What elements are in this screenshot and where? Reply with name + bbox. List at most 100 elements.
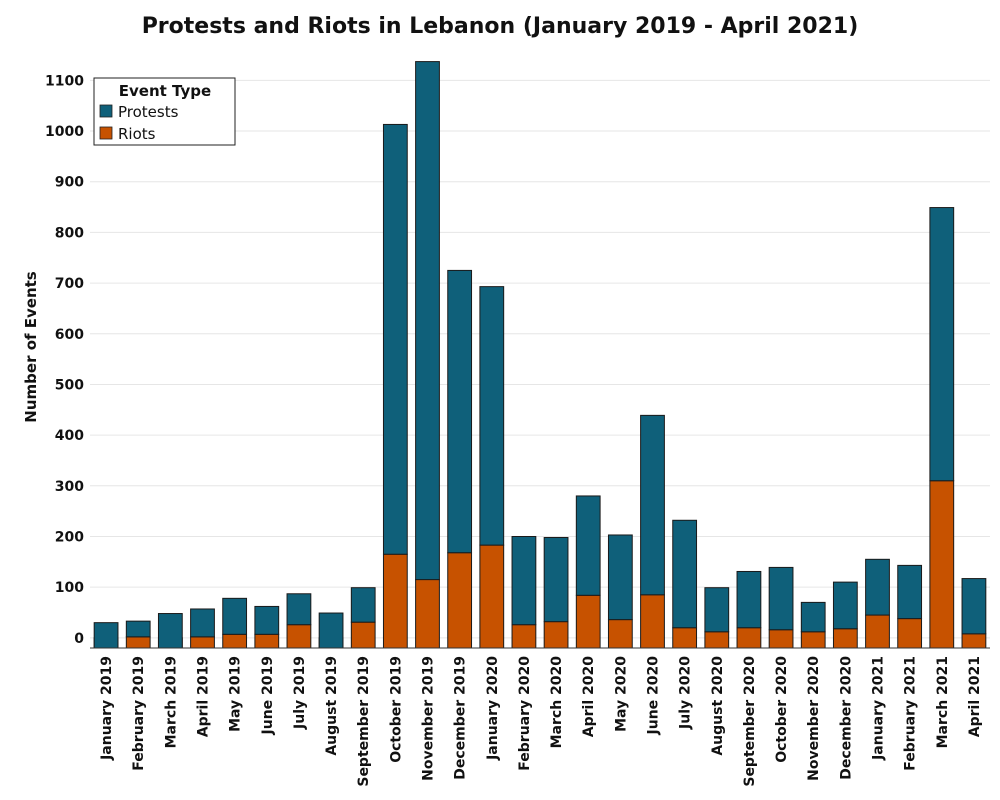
bar-riots: [479, 544, 505, 649]
y-tick-label: 700: [55, 276, 84, 292]
x-tick-label: January 2019: [99, 656, 115, 761]
bar-riots: [415, 579, 440, 649]
bar-protests: [640, 414, 665, 596]
x-tick-label: October 2019: [388, 656, 404, 763]
y-tick-label: 600: [55, 327, 84, 343]
bar-protests: [832, 581, 858, 630]
bar-protests: [929, 207, 955, 482]
y-tick-label: 0: [74, 631, 84, 647]
y-axis-ticks: 0 100 200 300 400 500 600 700 800 900 1000 1100: [45, 73, 84, 647]
bar-protests: [672, 519, 698, 629]
y-tick-label: 400: [55, 428, 84, 444]
bar-protests: [511, 535, 537, 626]
bars: [93, 61, 987, 649]
legend-title: Event Type: [119, 82, 211, 100]
bar-riots: [575, 594, 601, 649]
bar-riots: [607, 619, 633, 649]
y-tick-label: 900: [55, 175, 84, 191]
x-tick-label: April 2019: [196, 656, 212, 737]
bar-riots: [254, 633, 280, 649]
bar-riots: [704, 631, 730, 649]
y-tick-label: 1000: [45, 124, 84, 140]
gridlines: [90, 79, 990, 639]
x-tick-label: November 2020: [806, 656, 822, 781]
x-tick-label: October 2020: [774, 656, 790, 763]
bar-protests: [125, 620, 151, 638]
x-tick-label: June 2019: [260, 656, 276, 735]
x-tick-label: September 2019: [356, 656, 372, 787]
x-tick-label: February 2021: [903, 656, 919, 771]
y-tick-label: 200: [55, 529, 84, 545]
bar-protests: [286, 593, 312, 626]
bar-protests: [222, 597, 248, 635]
y-tick-label: 300: [55, 479, 84, 495]
bar-riots: [222, 633, 248, 649]
x-tick-label: July 2020: [678, 656, 694, 730]
bar-riots: [865, 614, 890, 649]
x-tick-label: April 2020: [581, 656, 597, 737]
bar-protests: [961, 578, 987, 635]
bar-protests: [897, 564, 923, 620]
x-tick-label: February 2020: [517, 656, 533, 771]
bar-riots: [929, 480, 955, 649]
legend-box: [93, 77, 236, 146]
bar-riots: [350, 621, 376, 649]
legend-label-riots: Riots: [118, 125, 156, 143]
bar-riots: [286, 624, 312, 649]
bar-riots: [897, 618, 923, 649]
bar-riots: [190, 636, 215, 649]
bar-riots: [543, 621, 569, 649]
bar-riots: [382, 553, 408, 649]
bar-riots: [640, 594, 665, 649]
bar-riots: [447, 552, 473, 649]
legend: Event Type Protests Riots: [93, 77, 236, 146]
bar-protests: [415, 61, 440, 581]
x-tick-label: March 2021: [935, 656, 951, 748]
chart-title: Protests and Riots in Lebanon (January 2…: [141, 14, 859, 39]
bar-protests: [704, 587, 730, 633]
bar-protests: [382, 123, 408, 555]
x-tick-label: January 2020: [485, 656, 501, 761]
bar-protests: [93, 622, 119, 649]
bar-protests: [350, 587, 376, 623]
bar-protests: [736, 570, 762, 629]
bar-protests: [575, 495, 601, 596]
bar-riots: [800, 631, 826, 649]
bar-protests: [768, 566, 794, 631]
x-tick-label: August 2020: [710, 656, 726, 756]
legend-swatch-riots: [99, 126, 113, 140]
bar-riots: [961, 633, 987, 649]
bar-protests: [800, 601, 826, 633]
legend-label-protests: Protests: [118, 103, 179, 121]
x-tick-label: December 2020: [838, 656, 854, 780]
bar-protests: [190, 608, 215, 638]
x-tick-label: July 2019: [292, 656, 308, 730]
bar-protests: [157, 613, 183, 649]
bar-riots: [511, 624, 537, 649]
x-tick-label: May 2019: [228, 656, 244, 732]
y-tick-label: 800: [55, 225, 84, 241]
bar-riots: [832, 628, 858, 649]
bar-riots: [736, 627, 762, 649]
bar-protests: [607, 534, 633, 621]
x-tick-label: August 2019: [324, 656, 340, 756]
x-tick-label: December 2019: [453, 656, 469, 780]
bar-riots: [768, 629, 794, 649]
bar-riots: [672, 627, 698, 649]
y-tick-label: 100: [55, 580, 84, 596]
x-tick-label: May 2020: [613, 656, 629, 732]
bar-protests: [479, 286, 505, 546]
bar-protests: [447, 269, 473, 554]
x-tick-label: June 2020: [646, 656, 662, 736]
y-axis-title: Number of Events: [22, 271, 40, 422]
x-tick-label: February 2019: [131, 656, 147, 771]
bar-protests: [543, 537, 569, 623]
x-tick-label: January 2021: [871, 656, 887, 761]
y-tick-label: 500: [55, 377, 84, 393]
x-tick-label: November 2019: [421, 656, 437, 781]
x-tick-label: September 2020: [742, 656, 758, 787]
y-tick-label: 1100: [45, 73, 84, 89]
x-tick-label: March 2020: [549, 656, 565, 749]
x-tick-label: March 2019: [163, 656, 179, 748]
